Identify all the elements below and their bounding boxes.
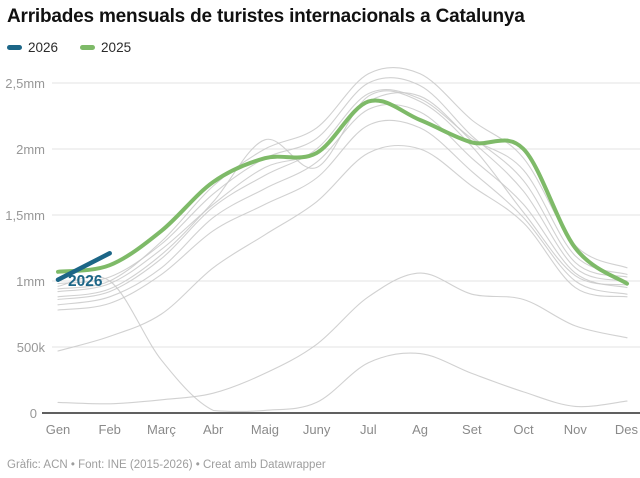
- legend-item-2025: 2025: [80, 40, 131, 55]
- x-axis-label-maig: Maig: [250, 422, 279, 437]
- x-axis-label-nov: Nov: [563, 422, 587, 437]
- x-axis-label-feb: Feb: [98, 422, 121, 437]
- legend-swatch-2025-icon: [80, 45, 96, 50]
- series-annotation-2026: 2026: [68, 273, 103, 290]
- x-axis-label-ag: Ag: [412, 422, 429, 437]
- x-axis-label-abr: Abr: [203, 422, 224, 437]
- series-line-2023: [57, 89, 628, 301]
- series-line-2015: [57, 119, 628, 311]
- y-axis-tick-label: 0: [29, 405, 37, 421]
- x-axis-label-juny: Juny: [302, 422, 331, 437]
- y-axis-tick-label: 1mm: [16, 273, 45, 289]
- x-axis-label-març: Març: [147, 422, 176, 437]
- x-axis-label-des: Des: [614, 422, 638, 437]
- y-axis-tick-label: 2,5mm: [5, 75, 45, 91]
- series-line-2022: [57, 144, 628, 352]
- series-line-2021: [57, 272, 628, 405]
- series-line-2019: [57, 77, 628, 285]
- x-axis-label-oct: Oct: [513, 422, 534, 437]
- legend-label-2025: 2025: [101, 40, 132, 55]
- legend: 2026 2025: [7, 40, 131, 55]
- series-line-2025: [56, 98, 629, 286]
- legend-label-2026: 2026: [28, 40, 59, 55]
- series-line-2018: [57, 91, 628, 293]
- y-axis-tick-label: 2mm: [16, 141, 45, 157]
- y-axis-tick-label: 500k: [16, 339, 45, 355]
- series-line-2024: [57, 66, 628, 290]
- series-line-2020: [57, 275, 628, 413]
- series-line-2016: [57, 103, 628, 306]
- legend-item-2026: 2026: [7, 40, 58, 55]
- y-axis-tick-label: 1,5mm: [5, 207, 45, 223]
- chart-title: Arribades mensuals de turistes internaci…: [7, 6, 525, 27]
- chart-footer: Gràfic: ACN • Font: INE (2015-2026) • Cr…: [7, 459, 326, 471]
- series-line-2026: [55, 251, 112, 282]
- x-axis-label-gen: Gen: [45, 422, 71, 437]
- x-axis-label-set: Set: [462, 422, 482, 437]
- x-axis-label-jul: Jul: [360, 422, 377, 437]
- series-line-2017: [57, 90, 628, 298]
- legend-swatch-2026-icon: [7, 45, 22, 50]
